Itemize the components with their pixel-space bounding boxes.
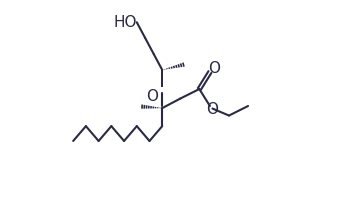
Text: HO: HO <box>113 15 137 30</box>
Text: O: O <box>207 102 219 117</box>
Text: O: O <box>146 89 158 103</box>
Polygon shape <box>161 70 163 87</box>
Text: O: O <box>209 61 221 76</box>
